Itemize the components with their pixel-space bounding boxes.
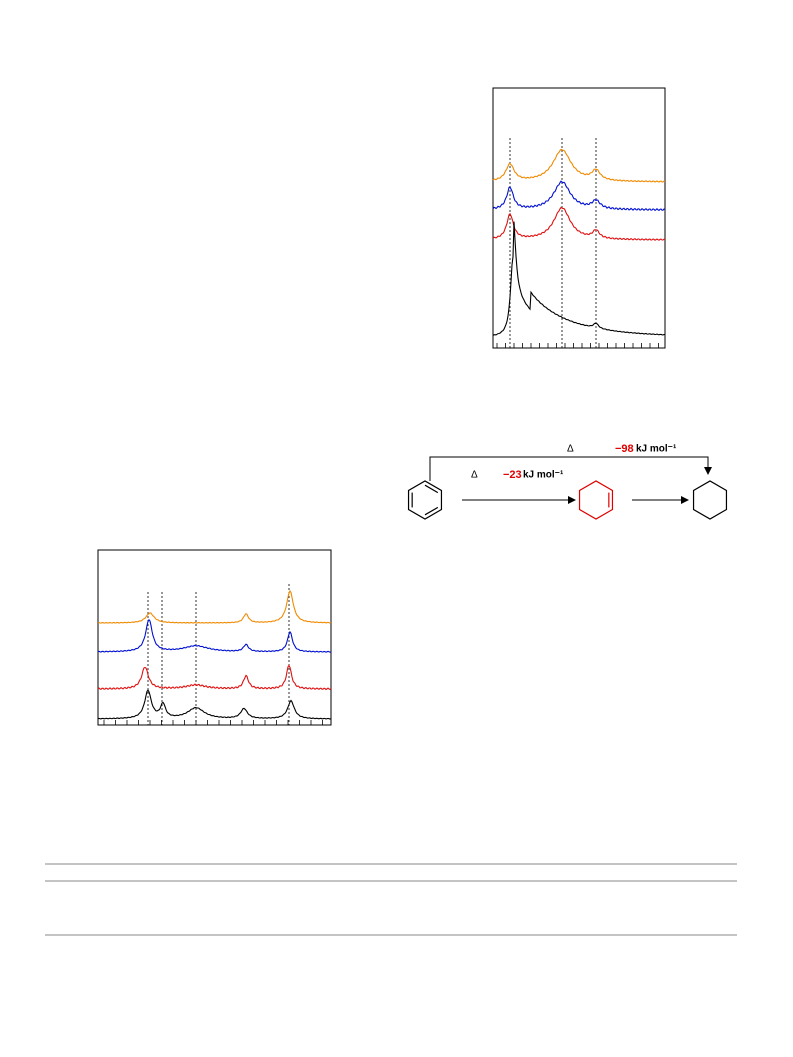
plot-frame	[97, 549, 332, 726]
spectrum-curve	[97, 664, 332, 691]
spectrum-curve	[492, 221, 666, 336]
cyclohexane-ring	[692, 480, 728, 520]
benzene-ring	[407, 480, 443, 520]
reaction-scheme: Δ −98 kJ mol⁻¹ Δ −23 kJ mol⁻¹	[407, 443, 728, 520]
double-bond	[424, 484, 439, 494]
enthalpy-value: −98	[615, 443, 634, 455]
spectrum-curve	[97, 589, 332, 624]
double-bond	[424, 506, 439, 516]
enthalpy-unit: kJ mol⁻¹	[636, 444, 677, 455]
overall-arrow	[429, 456, 712, 481]
spectra-chart-bottom	[97, 549, 332, 726]
spectrum-curve	[97, 618, 332, 653]
spectrum-curve	[492, 206, 666, 241]
enthalpy-value: −23	[503, 469, 522, 481]
enthalpy-unit: kJ mol⁻¹	[523, 470, 564, 481]
spectrum-curve	[492, 180, 666, 212]
plot-frame	[492, 87, 666, 349]
delta-symbol: Δ	[567, 444, 574, 455]
spectra-chart-top	[492, 87, 666, 349]
delta-symbol: Δ	[471, 470, 478, 481]
spectrum-curve	[97, 689, 332, 720]
spectrum-curve	[492, 148, 666, 183]
cyclohexene-ring	[578, 480, 614, 520]
